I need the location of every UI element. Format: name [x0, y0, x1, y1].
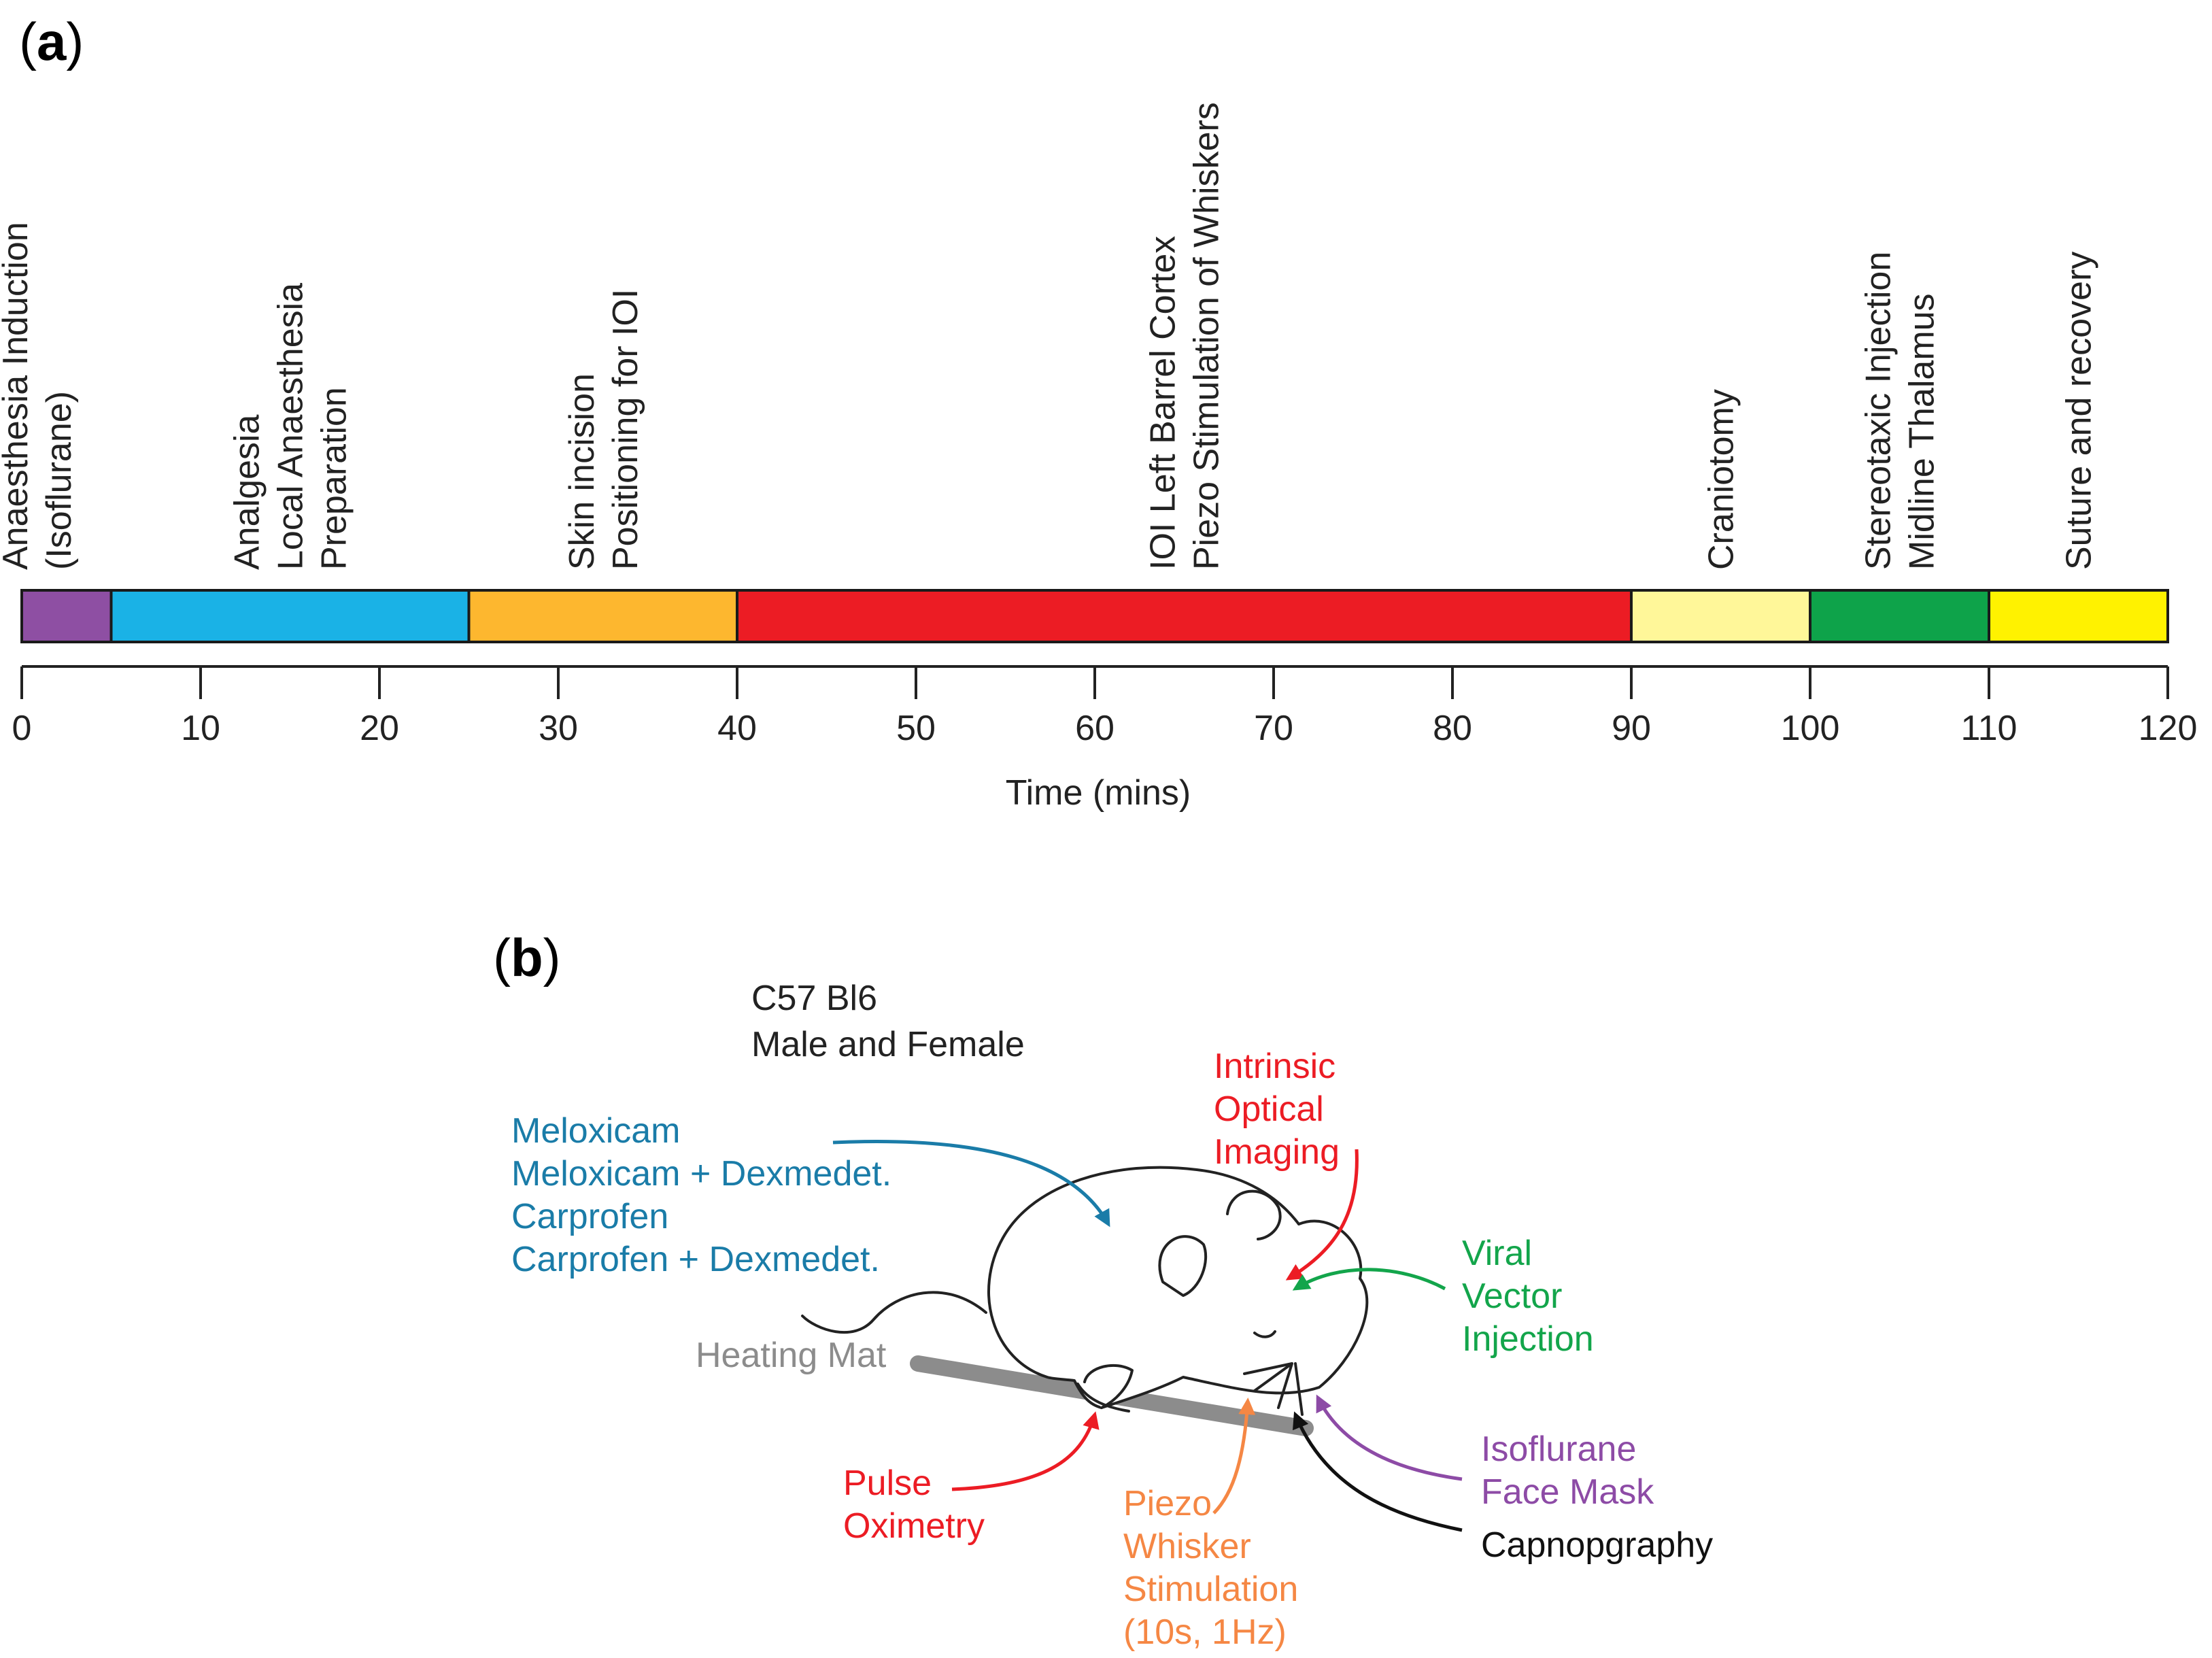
phase-label: Midline Thalamus: [1903, 293, 1942, 570]
phase-label: Piezo Stimulation of Whiskers: [1187, 102, 1227, 570]
phase-bar: [467, 589, 738, 643]
piezo-label: Stimulation: [1123, 1570, 1298, 1609]
isoflurane-labels: Isoflurane Face Mask: [1481, 1429, 1654, 1512]
viral-label: Vector: [1462, 1276, 1562, 1316]
piezo-label: Piezo: [1123, 1484, 1212, 1523]
tick-label: 120: [2139, 709, 2198, 748]
phase-bar: [736, 589, 1633, 643]
phase-label: IOI Left Barrel Cortex: [1144, 236, 1183, 570]
mouse-ear-back: [1226, 1189, 1282, 1240]
sex-line: Male and Female: [751, 1025, 1025, 1064]
tick-label: 110: [1961, 709, 2018, 748]
phase-label: Analgesia: [228, 415, 267, 570]
time-axis: 0 10 20 30 40 50 60 70 80 90 100 110 120: [12, 665, 2198, 748]
tick-label: 70: [1254, 709, 1293, 748]
mouse-leg: [1076, 1383, 1130, 1412]
phase-bars: [20, 589, 2169, 643]
piezo-label: (10s, 1Hz): [1123, 1612, 1287, 1652]
axis-title: Time (mins): [1006, 773, 1191, 813]
tick-label: 100: [1781, 709, 1840, 748]
pulse-arrow: [951, 1411, 1100, 1491]
pulse-label: Pulse: [843, 1464, 932, 1503]
viral-label: Injection: [1462, 1319, 1594, 1359]
intrinsic-labels: Intrinsic Optical Imaging: [1214, 1047, 1340, 1172]
tick-label: 90: [1612, 709, 1651, 748]
pulse-label: Oximetry: [843, 1506, 985, 1546]
piezo-label: Whisker: [1123, 1527, 1251, 1566]
analgesic-label: Carprofen + Dexmedet.: [511, 1240, 880, 1279]
phase-labels: Anaesthesia Induction(Isoflurane) Analges…: [0, 102, 2099, 570]
intrinsic-label: Imaging: [1214, 1132, 1340, 1172]
imaging-arrow: [1285, 1149, 1359, 1281]
timeline-chart: Anaesthesia Induction(Isoflurane) Analges…: [0, 102, 2197, 813]
viral-labels: Viral Vector Injection: [1462, 1234, 1594, 1359]
tick-label: 0: [12, 709, 32, 748]
heating-mat-label: Heating Mat: [696, 1336, 887, 1375]
analgesic-labels: Meloxicam Meloxicam + Dexmedet. Carprofe…: [511, 1111, 891, 1279]
analgesic-label: Meloxicam: [511, 1111, 681, 1151]
intrinsic-label: Optical: [1214, 1089, 1324, 1129]
mouse-ear-front: [1158, 1235, 1208, 1297]
panel-b-label: (b): [493, 928, 561, 987]
capnography-label: Capnopgraphy: [1481, 1525, 1713, 1565]
tick-label: 50: [896, 709, 936, 748]
analgesic-label: Carprofen: [511, 1197, 668, 1236]
strain-line: C57 Bl6: [751, 979, 877, 1018]
isoflurane-label: Isoflurane: [1481, 1429, 1636, 1469]
phase-label: Anaesthesia Induction: [0, 222, 35, 570]
phase-bar: [109, 589, 471, 643]
tick-label: 30: [539, 709, 578, 748]
strain-info: C57 Bl6 Male and Female: [751, 979, 1025, 1064]
mouse-tail: [801, 1291, 987, 1334]
phase-label: Stereotaxic Injection: [1859, 252, 1899, 570]
analgesic-label: Meloxicam + Dexmedet.: [511, 1154, 891, 1194]
tick-label: 60: [1075, 709, 1114, 748]
phase-bar: [1809, 589, 1990, 643]
capnography-arrow: [1293, 1411, 1463, 1532]
tick-label: 40: [717, 709, 757, 748]
tick-label: 20: [360, 709, 399, 748]
mouse-whiskers: [1243, 1362, 1304, 1416]
analgesic-arrow: [832, 1140, 1110, 1228]
tick-label: 10: [181, 709, 220, 748]
phase-label: (Isoflurane): [39, 391, 79, 570]
isoflurane-label: Face Mask: [1481, 1472, 1654, 1512]
phase-label: Local Anaesthesia: [271, 283, 311, 570]
intrinsic-label: Intrinsic: [1214, 1047, 1335, 1086]
phase-label: Positioning for IOI: [606, 289, 645, 570]
phase-bar: [1988, 589, 2169, 643]
phase-bar: [1630, 589, 1811, 643]
phase-bar: [20, 589, 113, 643]
phase-label: Suture and recovery: [2060, 252, 2099, 570]
panel-a-label: (a): [19, 12, 84, 71]
tick-label: 80: [1433, 709, 1472, 748]
pulse-labels: Pulse Oximetry: [843, 1464, 985, 1546]
mouse-illustration: [801, 1166, 1369, 1416]
phase-label: Preparation: [315, 387, 354, 570]
phase-label: Craniotomy: [1702, 389, 1741, 570]
viral-arrow: [1292, 1268, 1446, 1291]
piezo-labels: Piezo Whisker Stimulation (10s, 1Hz): [1123, 1484, 1298, 1652]
mouse-eye: [1253, 1330, 1276, 1338]
piezo-arrow: [1212, 1398, 1256, 1515]
phase-label: Skin incision: [562, 373, 602, 570]
mouse-paw: [1083, 1364, 1134, 1409]
isoflurane-arrow: [1316, 1394, 1463, 1481]
viral-label: Viral: [1462, 1234, 1532, 1273]
